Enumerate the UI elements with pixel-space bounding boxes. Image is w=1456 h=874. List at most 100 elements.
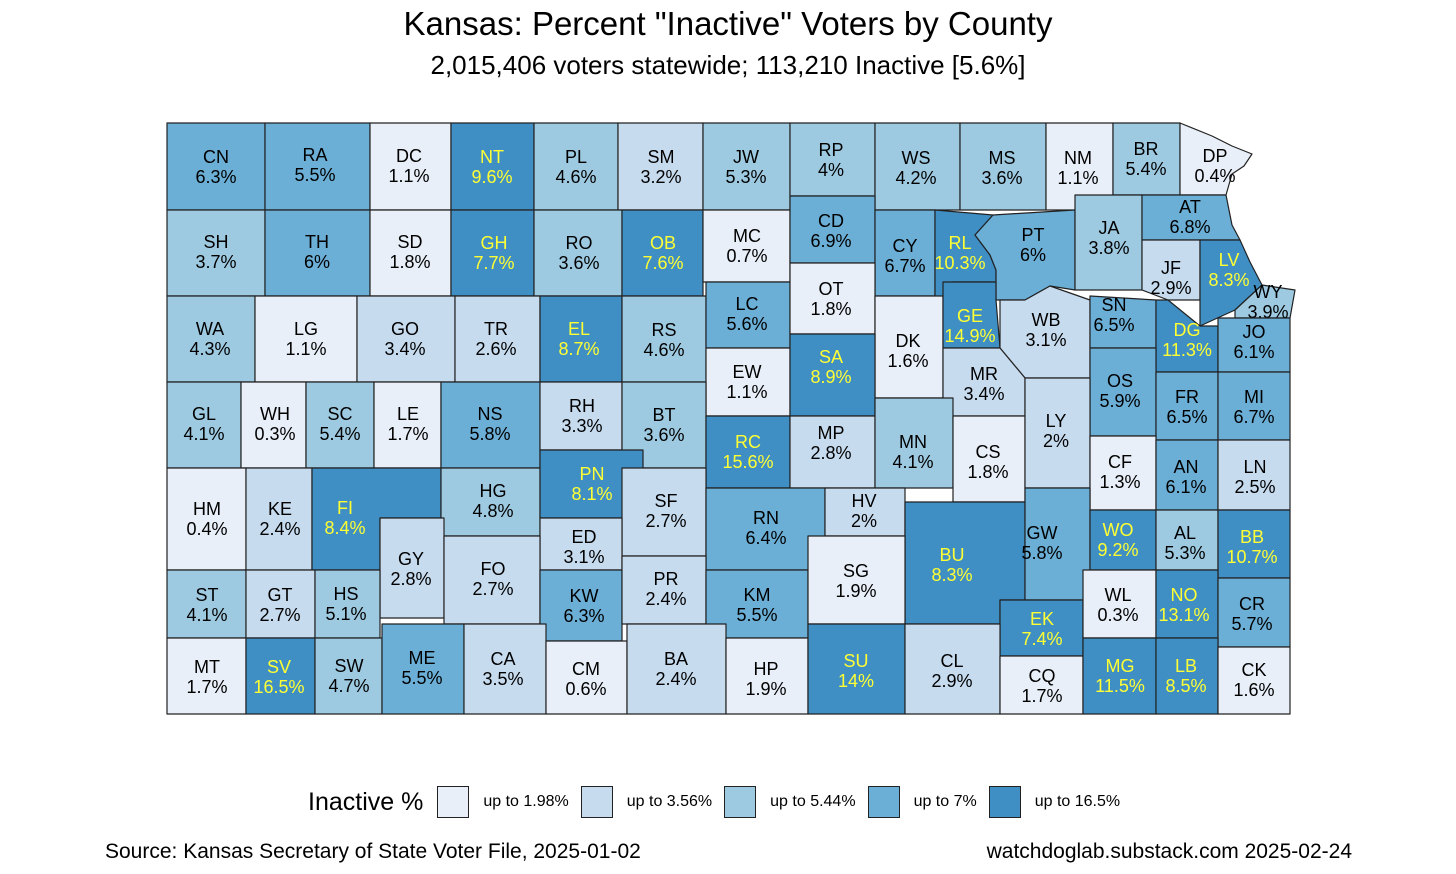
county-me: ME5.5% [381,623,465,715]
county-hs: HS5.1% [314,569,381,639]
county-pct-label: 6.3% [563,606,604,626]
county-pct-label: 6% [1020,245,1046,265]
county-abbr-label: RL [948,233,971,253]
county-pct-label: 8.3% [1208,270,1249,290]
county-pct-label: 5.5% [401,668,442,688]
county-ba: BA2.4% [626,623,727,715]
county-pct-label: 8.3% [931,565,972,585]
county-rs: RS4.6% [621,295,707,383]
county-pct-label: 5.8% [469,424,510,444]
county-pct-label: 4.3% [189,339,230,359]
county-abbr-label: OB [650,233,676,253]
county-pct-label: 1.8% [389,252,430,272]
county-sa: SA8.9% [789,333,876,417]
county-wa: WA4.3% [166,295,256,383]
county-sw: SW4.7% [314,637,383,715]
county-abbr-label: CD [818,211,844,231]
county-pct-label: 3.4% [384,339,425,359]
county-ed: ED3.1% [539,517,623,571]
county-abbr-label: DC [396,146,422,166]
county-layer: CN6.3%RA5.5%DC1.1%NT9.6%PL4.6%SM3.2%JW5.… [166,122,1296,715]
county-pct-label: 13.1% [1158,605,1209,625]
county-br: BR5.4% [1112,122,1181,196]
county-pct-label: 5.5% [736,605,777,625]
county-pct-label: 1.8% [967,462,1008,482]
county-cl: CL2.9% [904,623,1001,715]
county-abbr-label: TH [305,232,329,252]
county-abbr-label: PL [565,147,587,167]
county-pct-label: 3.6% [558,253,599,273]
county-abbr-label: SH [203,232,228,252]
county-abbr-label: CY [892,236,917,256]
county-abbr-label: CF [1108,452,1132,472]
county-abbr-label: PR [653,569,678,589]
county-cr: CR5.7% [1217,577,1291,648]
county-pct-label: 4.8% [472,501,513,521]
county-abbr-label: LY [1046,411,1067,431]
county-abbr-label: GO [391,319,419,339]
legend-label: up to 16.5% [1034,793,1121,810]
county-abbr-label: SF [654,491,677,511]
county-lb: LB8.5% [1155,637,1219,715]
county-ns: NS5.8% [440,381,541,469]
county-abbr-label: MP [818,423,845,443]
county-abbr-label: DP [1202,146,1227,166]
county-pct-label: 2.4% [259,519,300,539]
legend-label: up to 7% [913,793,977,810]
county-abbr-label: GT [268,585,293,605]
source-note: Source: Kansas Secretary of State Voter … [105,840,641,863]
county-pct-label: 5.8% [1021,543,1062,563]
county-bt: BT3.6% [621,381,707,469]
county-wy: WY3.9% [1234,282,1296,322]
county-abbr-label: EK [1030,609,1054,629]
legend-item: up to 16.5% [988,786,1121,818]
county-pct-label: 2.6% [475,339,516,359]
county-abbr-label: BU [939,545,964,565]
county-hg: HG4.8% [440,467,541,537]
county-dp: DP0.4% [1179,122,1253,196]
county-pct-label: 5.3% [1164,543,1205,563]
county-abbr-label: RO [566,233,593,253]
legend-swatch [988,786,1021,818]
county-abbr-label: JF [1161,258,1181,278]
county-abbr-label: CL [940,651,963,671]
county-fr: FR6.5% [1155,371,1219,441]
county-pct-label: 8.1% [571,484,612,504]
county-pct-label: 1.1% [726,382,767,402]
county-at: AT6.8% [1141,194,1241,241]
county-abbr-label: CQ [1029,666,1056,686]
county-pct-label: 5.9% [1099,391,1140,411]
county-abbr-label: BA [664,649,688,669]
county-pct-label: 3.8% [1088,238,1129,258]
county-abbr-label: AT [1179,197,1201,217]
county-abbr-label: KE [268,499,292,519]
county-pct-label: 5.1% [325,604,366,624]
county-pct-label: 11.3% [1162,340,1212,360]
county-ek: EK7.4% [999,599,1084,657]
county-pct-label: 3.5% [482,669,523,689]
county-ja: JA3.8% [1074,194,1143,291]
county-rp: RP4% [789,122,876,197]
county-kw: KW6.3% [539,569,623,642]
county-pct-label: 2% [1043,431,1069,451]
county-abbr-label: CN [203,147,229,167]
county-ob: OB7.6% [621,209,704,297]
county-abbr-label: LG [294,319,318,339]
legend-label: up to 1.98% [483,793,569,810]
county-th: TH6% [264,209,371,297]
county-abbr-label: MR [970,364,998,384]
county-abbr-label: DG [1174,320,1201,340]
county-abbr-label: CM [572,659,600,679]
county-abbr-label: WA [196,319,224,339]
county-abbr-label: WS [902,148,931,168]
county-jw: JW5.3% [702,122,791,211]
county-gh: GH7.7% [450,209,535,297]
county-pct-label: 7.6% [642,253,683,273]
county-abbr-label: MI [1244,387,1264,407]
county-abbr-label: OT [819,279,844,299]
county-lc: LC5.6% [705,281,791,349]
county-shape [1141,194,1241,241]
